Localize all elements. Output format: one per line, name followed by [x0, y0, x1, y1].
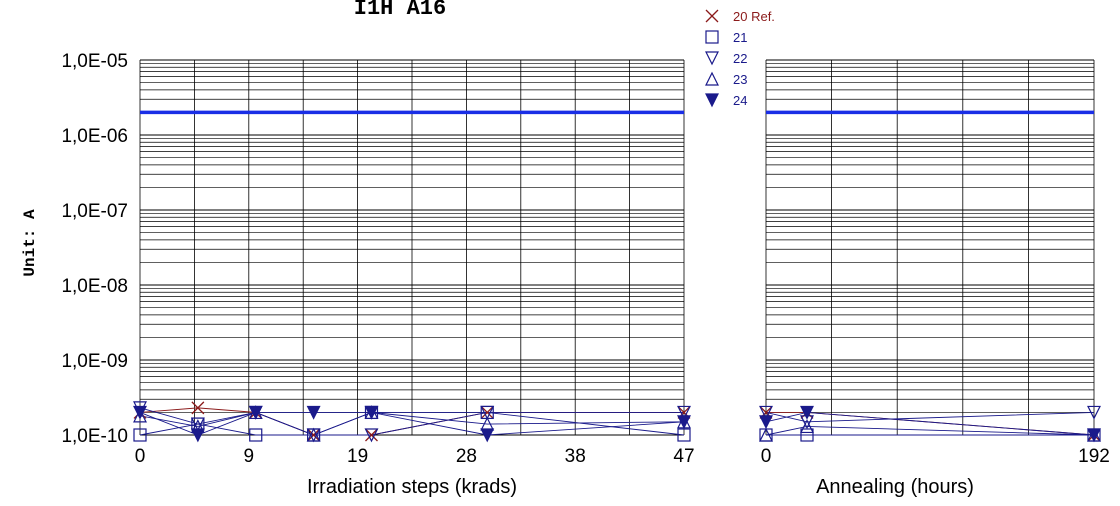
x-tick-label: 0: [761, 446, 772, 467]
data-point: [677, 405, 691, 420]
series-line: [765, 411, 1095, 436]
data-point: [190, 428, 205, 443]
data-point: [759, 405, 773, 420]
x-tick-label: 38: [565, 446, 586, 467]
y-tick-label: 1,0E-06: [61, 126, 128, 147]
y-axis-label: Unit: A: [21, 209, 39, 277]
panel-annealing: 0 192 Annealing (hours): [759, 59, 1110, 498]
data-point: [364, 428, 379, 443]
data-point: [364, 405, 379, 420]
data-point: [365, 428, 378, 442]
y-tick-label: 1,0E-05: [61, 51, 128, 72]
data-point: [800, 405, 814, 420]
x-tick-label: 28: [456, 446, 477, 467]
panel-irradiation: 0 9 19 28 38 47 Irradiation steps (krads): [133, 59, 695, 498]
data-point: [759, 415, 773, 430]
legend-label: 23: [733, 72, 747, 87]
legend-marker: [705, 9, 719, 23]
data-point: [133, 428, 147, 442]
data-point: [480, 428, 495, 443]
data-point: [306, 405, 321, 420]
legend-marker: [705, 93, 719, 108]
data-point: [190, 417, 205, 432]
legend-label: 24: [733, 93, 747, 108]
data-point: [1087, 428, 1101, 443]
legend: 20 Ref. 21 22 23 24: [705, 9, 775, 108]
legend-label: 22: [733, 51, 747, 66]
x-tick-label: 9: [244, 446, 255, 467]
data-point: [759, 427, 773, 442]
legend-marker: [705, 71, 719, 86]
chart-title: I1H A16: [354, 0, 446, 21]
data-point: [480, 405, 495, 420]
data-point: [133, 408, 147, 423]
x-tick-label: 192: [1078, 446, 1110, 467]
data-point: [800, 419, 814, 434]
legend-label: 21: [733, 30, 747, 45]
data-point: [1087, 405, 1101, 420]
data-point: [306, 427, 321, 442]
x-tick-label: 19: [347, 446, 368, 467]
data-point: [480, 405, 494, 419]
legend-marker: [705, 51, 719, 66]
series-line: [765, 411, 1095, 423]
legend-label: 20 Ref.: [733, 9, 775, 24]
legend-marker: [705, 30, 719, 44]
y-tick-label: 1,0E-09: [61, 351, 128, 372]
x-axis-label: Irradiation steps (krads): [307, 476, 517, 498]
data-point: [191, 401, 205, 415]
x-tick-label: 0: [135, 446, 146, 467]
y-tick-label: 1,0E-08: [61, 276, 128, 297]
data-point: [248, 405, 263, 420]
x-tick-label: 47: [673, 446, 694, 467]
series-line: [766, 411, 1095, 436]
x-axis-label: Annealing (hours): [816, 476, 974, 498]
data-point: [677, 415, 691, 430]
y-tick-label: 1,0E-07: [61, 201, 128, 222]
data-point: [133, 405, 147, 420]
data-point: [307, 428, 321, 442]
data-point: [249, 428, 263, 442]
y-tick-label: 1,0E-10: [61, 426, 128, 447]
